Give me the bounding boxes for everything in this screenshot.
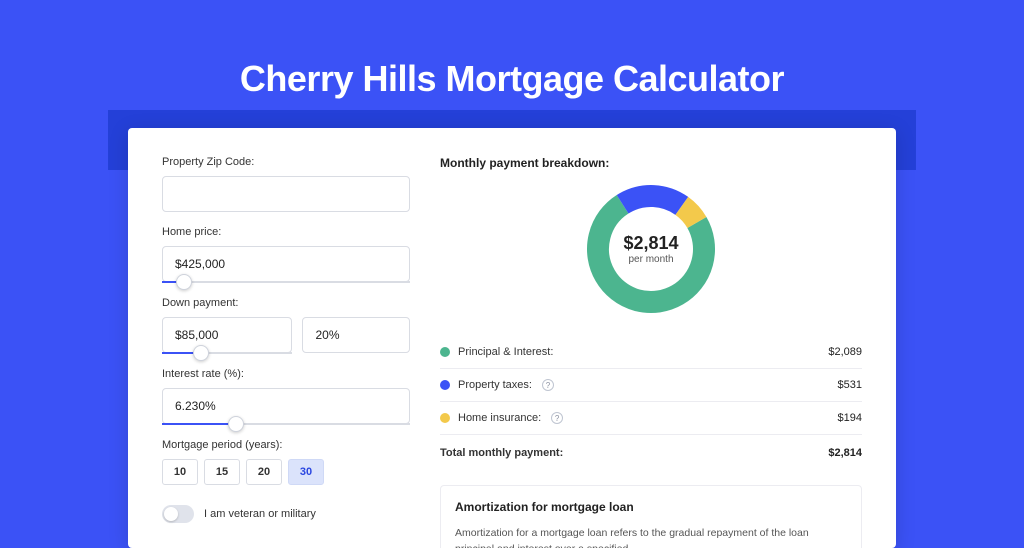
breakdown-item-label: Property taxes: — [458, 379, 532, 391]
amortization-text: Amortization for a mortgage loan refers … — [455, 526, 847, 548]
period-btn-10[interactable]: 10 — [162, 459, 198, 485]
breakdown-item: Principal & Interest: $2,089 — [440, 336, 862, 369]
donut-chart-wrap: $2,814 per month — [440, 184, 862, 314]
total-amount: $2,814 — [828, 447, 862, 459]
period-btn-20[interactable]: 20 — [246, 459, 282, 485]
down-payment-label: Down payment: — [162, 297, 410, 309]
down-payment-input[interactable] — [162, 317, 292, 353]
home-price-input[interactable] — [162, 246, 410, 282]
breakdown-items: Principal & Interest: $2,089 Property taxe… — [440, 336, 862, 434]
interest-slider[interactable] — [162, 423, 410, 425]
breakdown-title: Monthly payment breakdown: — [440, 156, 862, 170]
down-payment-pct-input[interactable] — [302, 317, 410, 353]
interest-label: Interest rate (%): — [162, 368, 410, 380]
donut-chart: $2,814 per month — [586, 184, 716, 314]
info-icon[interactable]: ? — [542, 379, 554, 391]
period-buttons: 10152030 — [162, 459, 410, 485]
calculator-card: Property Zip Code: Home price: Down paym… — [128, 128, 896, 548]
breakdown-column: Monthly payment breakdown: $2,814 per mo… — [440, 156, 862, 528]
interest-input[interactable] — [162, 388, 410, 424]
breakdown-item-amount: $194 — [838, 412, 862, 424]
home-price-slider[interactable] — [162, 281, 410, 283]
veteran-label: I am veteran or military — [204, 508, 316, 520]
info-icon[interactable]: ? — [551, 412, 563, 424]
zip-input[interactable] — [162, 176, 410, 212]
veteran-toggle[interactable] — [162, 505, 194, 523]
donut-center-value: $2,814 — [623, 233, 678, 254]
breakdown-item: Home insurance:? $194 — [440, 402, 862, 434]
interest-slider-thumb[interactable] — [228, 416, 244, 432]
period-btn-15[interactable]: 15 — [204, 459, 240, 485]
toggle-knob — [164, 507, 178, 521]
amortization-box: Amortization for mortgage loan Amortizat… — [440, 485, 862, 548]
down-payment-slider[interactable] — [162, 352, 292, 354]
breakdown-item-amount: $531 — [838, 379, 862, 391]
legend-dot — [440, 380, 450, 390]
period-label: Mortgage period (years): — [162, 439, 410, 451]
down-payment-slider-thumb[interactable] — [193, 345, 209, 361]
total-label: Total monthly payment: — [440, 447, 563, 459]
breakdown-item-amount: $2,089 — [828, 346, 862, 358]
legend-dot — [440, 413, 450, 423]
breakdown-item-label: Principal & Interest: — [458, 346, 553, 358]
legend-dot — [440, 347, 450, 357]
breakdown-item: Property taxes:? $531 — [440, 369, 862, 402]
form-column: Property Zip Code: Home price: Down paym… — [162, 156, 410, 528]
home-price-label: Home price: — [162, 226, 410, 238]
home-price-slider-thumb[interactable] — [176, 274, 192, 290]
breakdown-item-label: Home insurance: — [458, 412, 541, 424]
period-btn-30[interactable]: 30 — [288, 459, 324, 485]
total-row: Total monthly payment: $2,814 — [440, 434, 862, 469]
zip-label: Property Zip Code: — [162, 156, 410, 168]
donut-center-sub: per month — [628, 254, 673, 265]
page-title: Cherry Hills Mortgage Calculator — [0, 0, 1024, 100]
